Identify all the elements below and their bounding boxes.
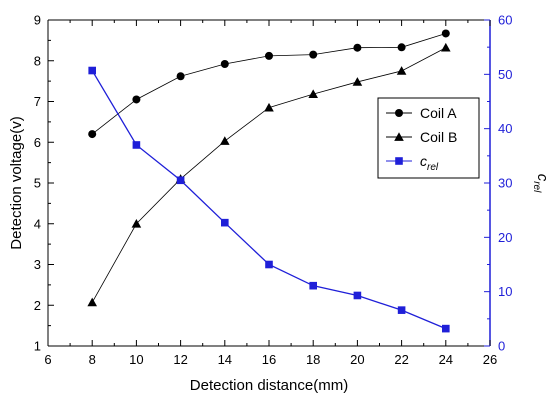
legend-marker — [395, 157, 403, 165]
x-tick-label: 8 — [89, 352, 96, 367]
data-point — [265, 260, 273, 269]
data-point — [397, 306, 406, 314]
data-point — [220, 136, 230, 145]
x-tick-label: 20 — [350, 352, 364, 367]
y2-tick-label: 30 — [498, 176, 512, 191]
y2-axis-title: crel — [531, 174, 550, 193]
data-point — [131, 218, 142, 228]
x-tick-label: 18 — [306, 352, 320, 367]
data-point — [88, 130, 97, 139]
data-point — [353, 43, 362, 52]
y2-tick-label: 50 — [498, 67, 512, 82]
legend-label: Coil B — [420, 129, 457, 145]
x-tick-label: 10 — [129, 352, 143, 367]
x-tick-label: 24 — [439, 352, 453, 367]
data-point — [441, 29, 450, 38]
y-tick-label: 6 — [34, 135, 41, 150]
legend-label: Coil A — [420, 105, 457, 121]
y-axis-title: Detection voltage(v) — [8, 116, 25, 249]
data-point — [176, 72, 185, 81]
x-tick-label: 6 — [44, 352, 51, 367]
series-group — [88, 66, 450, 333]
data-point — [264, 102, 274, 112]
x-tick-label: 22 — [394, 352, 408, 367]
data-point — [309, 281, 317, 290]
y-tick-label: 4 — [34, 216, 41, 231]
data-point — [220, 60, 229, 69]
y-tick-label: 5 — [34, 176, 41, 191]
data-point — [309, 50, 318, 59]
y2-tick-label: 40 — [498, 121, 512, 136]
y2-tick-label: 10 — [498, 284, 512, 299]
legend: Coil A Coil B crel — [377, 97, 480, 179]
data-point — [397, 43, 406, 52]
legend-marker — [395, 109, 403, 117]
data-point — [396, 66, 407, 75]
data-point — [308, 89, 318, 99]
y-tick-label: 7 — [34, 94, 41, 109]
x-tick-label: 26 — [483, 352, 497, 367]
legend-marker — [394, 132, 404, 141]
x-tick-label: 16 — [262, 352, 276, 367]
y2-tick-label: 0 — [498, 339, 505, 354]
x-tick-label: 14 — [218, 352, 232, 367]
x-tick-label: 12 — [173, 352, 187, 367]
y-tick-label: 1 — [34, 339, 41, 354]
data-point — [221, 218, 229, 227]
data-point — [88, 66, 96, 75]
legend-box — [377, 97, 480, 179]
y-tick-label: 3 — [34, 257, 41, 272]
y-tick-label: 8 — [34, 53, 41, 68]
data-point — [265, 51, 273, 60]
data-point — [87, 297, 97, 307]
data-point — [442, 324, 450, 333]
y2-tick-label: 60 — [498, 13, 512, 28]
data-point — [353, 291, 362, 300]
data-point — [441, 42, 451, 52]
data-point — [352, 77, 363, 86]
data-point — [132, 95, 141, 104]
legend-label: crel — [420, 153, 439, 173]
data-point — [132, 141, 141, 149]
data-point — [176, 176, 185, 185]
y-tick-label: 9 — [34, 13, 41, 28]
series-group — [88, 29, 450, 139]
y-tick-label: 2 — [34, 298, 41, 313]
y2-tick-label: 20 — [498, 230, 512, 245]
x-axis-title: Detection distance(mm) — [190, 377, 348, 394]
